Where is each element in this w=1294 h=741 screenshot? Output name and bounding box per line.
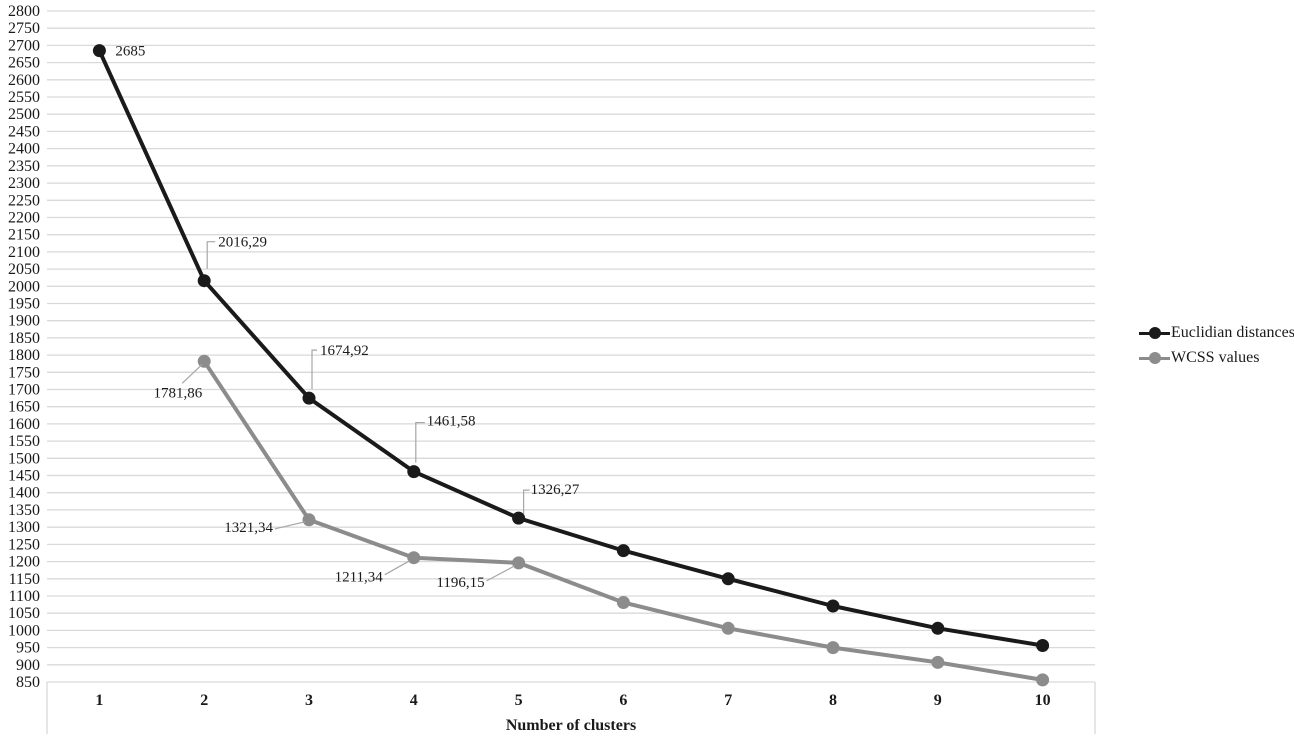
y-tick-label: 2450 [8,123,40,140]
leader-line [384,560,411,576]
y-tick-label: 1650 [8,399,40,416]
data-point [1036,639,1050,652]
series-line [97,48,1045,648]
y-tick-label: 1850 [8,330,40,347]
y-tick-label: 900 [16,657,40,674]
y-tick-label: 2800 [8,3,40,20]
y-tick-label: 1450 [8,468,40,485]
y-tick-label: 2000 [8,278,40,295]
y-tick-label: 1350 [8,502,40,519]
y-tick-label: 2350 [8,158,40,175]
data-label: 1211,34 [335,570,384,586]
y-tick-label: 2200 [8,210,40,227]
data-point [931,655,945,669]
y-tick-label: 1550 [8,433,40,450]
data-label: 1461,58 [427,414,476,430]
x-tick-label: 9 [934,692,942,709]
data-point [197,354,211,368]
leader-line [274,521,306,530]
legend-line-dot-icon [1139,331,1170,335]
y-tick-label: 2050 [8,261,40,278]
data-point [407,551,421,565]
data-point [931,621,945,635]
y-tick-label: 2500 [8,106,40,123]
y-tick-label: 2300 [8,175,40,192]
y-tick-label: 2600 [8,72,40,89]
legend-line-dot-icon [1139,356,1170,360]
x-tick-label: 8 [829,692,837,709]
y-tick-label: 950 [16,640,40,657]
x-tick-label: 3 [305,692,313,709]
series-line [202,359,1045,682]
data-point [197,274,211,288]
data-point [826,641,840,655]
data-point [616,596,630,609]
data-point [407,465,421,479]
x-tick-label: 7 [724,692,732,709]
x-tick-label: 4 [410,692,418,709]
leader-line [486,565,515,582]
y-tick-label: 1950 [8,296,40,313]
y-tick-label: 2400 [8,141,40,158]
chart-legend: Euclidian distances WCSS values [1139,324,1294,367]
leader-line [206,241,216,269]
data-label: 1781,86 [153,385,202,401]
data-point [92,44,106,58]
data-point [512,511,526,525]
y-tick-label: 1800 [8,347,40,364]
data-label: 2016,29 [218,235,267,251]
y-tick-label: 1050 [8,605,40,622]
y-tick-label: 1300 [8,519,40,536]
x-tick-label: 5 [515,692,523,709]
data-label: 1321,34 [224,520,273,536]
legend-label: Euclidian distances [1171,324,1294,341]
data-label: 1326,27 [531,482,580,498]
y-tick-label: 1200 [8,554,40,571]
y-tick-label: 1500 [8,450,40,467]
y-tick-label: 2150 [8,227,40,244]
leader-line [415,422,425,463]
data-point [721,572,735,586]
legend-label: WCSS values [1171,349,1260,366]
y-tick-label: 1700 [8,382,40,399]
y-tick-label: 2100 [8,244,40,261]
legend-item-wcss-values: WCSS values [1139,349,1294,367]
y-tick-label: 1250 [8,536,40,553]
data-point [616,544,630,558]
y-tick-label: 1000 [8,622,40,639]
y-tick-label: 1600 [8,416,40,433]
data-point [721,621,735,635]
x-tick-label: 1 [95,692,103,709]
y-tick-label: 2700 [8,37,40,54]
x-axis-title: Number of clusters [505,717,637,734]
y-tick-label: 2550 [8,89,40,106]
y-tick-label: 1150 [9,571,40,588]
data-label: 2685 [115,44,145,60]
y-tick-label: 1100 [9,588,40,605]
data-label: 1196,15 [436,575,484,591]
leader-line [522,489,530,515]
leader-line [181,363,203,384]
data-label: 1674,92 [320,343,369,359]
y-tick-label: 2650 [8,55,40,72]
y-tick-label: 850 [16,674,40,691]
data-point [302,391,316,405]
data-point [512,556,526,570]
y-tick-label: 1750 [8,364,40,381]
leader-line [311,349,317,390]
x-tick-label: 6 [619,692,627,709]
data-point [826,599,840,613]
y-tick-label: 1900 [8,313,40,330]
data-point [302,513,316,527]
y-tick-label: 2750 [8,20,40,37]
x-tick-label: 2 [200,692,208,709]
y-tick-label: 2250 [8,192,40,209]
legend-item-euclidian-distances: Euclidian distances [1139,324,1294,342]
y-tick-label: 1400 [8,485,40,502]
x-tick-label: 10 [1035,692,1051,709]
data-point [1036,673,1050,687]
